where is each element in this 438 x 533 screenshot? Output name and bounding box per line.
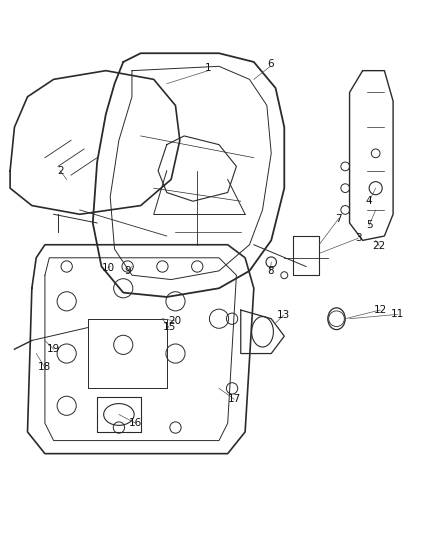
Text: 13: 13 — [277, 310, 290, 320]
Text: 16: 16 — [129, 418, 142, 428]
Text: 17: 17 — [228, 394, 241, 404]
Text: 9: 9 — [124, 266, 131, 276]
Text: 1: 1 — [205, 63, 212, 74]
Text: 5: 5 — [366, 220, 372, 230]
Text: 8: 8 — [267, 266, 274, 276]
Text: 2: 2 — [57, 166, 64, 176]
Text: 15: 15 — [162, 322, 176, 333]
Text: 18: 18 — [38, 362, 52, 373]
Text: 6: 6 — [267, 59, 274, 69]
Text: 12: 12 — [374, 305, 387, 315]
Text: 20: 20 — [168, 316, 181, 326]
Text: 11: 11 — [391, 309, 404, 319]
Text: 19: 19 — [47, 344, 60, 354]
Text: 7: 7 — [336, 214, 342, 224]
Text: 4: 4 — [366, 196, 372, 206]
Text: 22: 22 — [373, 240, 386, 251]
Text: 3: 3 — [355, 233, 362, 243]
Text: 10: 10 — [102, 263, 115, 273]
